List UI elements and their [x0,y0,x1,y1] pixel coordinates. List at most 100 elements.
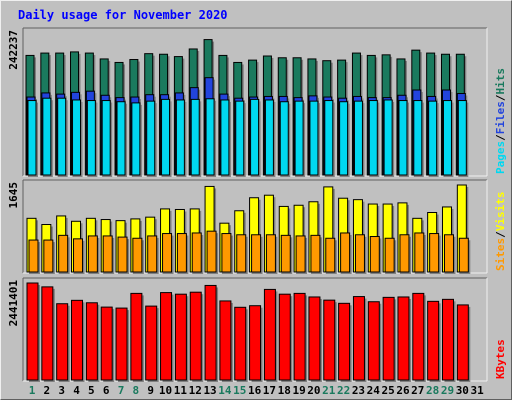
x-tick-label-27: 27 [411,384,424,397]
bar-sites-day-12 [191,232,204,274]
bar-sites-day-11-body [176,233,187,273]
bar-sites-day-16 [251,234,263,274]
bar-sites-day-4 [73,238,85,274]
x-tick-label-1: 1 [29,384,36,397]
bar-pages-day-7-body [116,101,126,176]
bar-sites-day-24-body [369,236,380,273]
bar-sites-day-27-body [414,232,425,273]
bar-sites-day-22-body [340,232,351,273]
bar-pages-day-30 [457,100,469,177]
bar-kbytes-day-24 [367,301,382,382]
bar-sites-day-14 [221,233,233,274]
bar-pages-day-12-body [190,98,200,176]
x-tick-label-15: 15 [233,384,246,397]
bar-pages-day-25 [383,99,395,177]
x-tick-label-14: 14 [218,384,232,397]
bar-sites-day-11 [176,233,189,274]
bar-sites-day-9-body [147,235,158,273]
bar-kbytes-day-16-body [249,305,262,381]
bar-sites-day-22 [340,232,352,274]
bar-pages-day-27-body [413,100,423,176]
bar-kbytes-day-23 [352,296,367,382]
bar-pages-day-2 [42,97,53,177]
bar-kbytes-day-13 [204,284,219,382]
bar-sites-day-26 [399,234,411,274]
bar-sites-day-14-body [221,233,232,273]
bar-kbytes-day-2 [41,286,55,382]
bar-pages-day-16-body [250,98,260,176]
x-tick-label-3: 3 [58,384,65,397]
bar-kbytes-day-7-body [115,307,128,381]
x-tick-label-29: 29 [441,384,454,397]
bar-kbytes-day-4-body [71,299,84,381]
bar-sites-day-8-body [132,237,143,273]
bar-kbytes-day-16 [249,305,263,382]
bar-sites-day-28-body [429,233,440,273]
bar-kbytes-day-7 [115,307,130,382]
bar-pages-day-21-body [324,100,334,176]
bar-kbytes-day-21-body [323,299,336,381]
bar-kbytes-day-17 [263,288,278,382]
bar-pages-day-6 [101,100,113,177]
bar-kbytes-day-2-body [41,286,54,381]
bar-kbytes-day-18-body [278,293,291,381]
bar-sites-day-7 [117,236,130,274]
bar-kbytes-day-9-body [145,305,158,381]
bar-pages-day-6-body [101,100,111,176]
bar-kbytes-day-28 [427,300,441,382]
bar-sites-day-7-body [117,236,128,273]
x-tick-label-21: 21 [322,384,336,397]
bar-kbytes-day-29-body [441,298,454,381]
bar-pages-day-25-body [383,99,393,176]
bar-sites-day-21 [325,237,337,274]
bar-pages-day-8 [131,102,142,177]
bar-sites-day-4-body [73,238,84,273]
bar-sites-day-15-body [236,234,247,273]
x-tick-label-6: 6 [103,384,110,397]
bar-kbytes-day-5-body [85,302,98,381]
bar-sites-day-1 [28,239,40,274]
x-tick-label-18: 18 [278,384,291,397]
legend-item-pages: Pages [494,141,507,174]
bar-sites-day-9 [147,235,159,274]
bar-kbytes-day-21 [323,299,337,382]
bar-pages-day-16 [250,98,261,177]
bar-kbytes-day-10-body [160,292,173,381]
max-label-visits_sites: 1645 [7,182,20,209]
x-tick-label-20: 20 [307,384,320,397]
bar-kbytes-day-20-body [308,296,321,381]
max-label-hits_files_pages: 242237 [7,30,20,70]
legend-item-visits: Visits [494,192,507,232]
bar-sites-day-28 [429,233,441,274]
bar-sites-day-15 [236,234,248,274]
bar-pages-day-17-body [264,99,274,176]
bar-kbytes-day-27 [412,292,426,382]
bar-kbytes-day-30 [456,304,471,382]
bar-sites-day-20 [310,234,322,274]
max-label-kbytes: 2441401 [7,280,20,327]
bar-pages-day-9 [146,100,157,177]
bar-pages-day-13 [205,98,217,177]
bar-sites-day-13 [206,230,219,274]
x-tick-label-8: 8 [133,384,140,397]
bar-sites-day-5-body [87,235,98,273]
bar-sites-day-8 [132,237,144,274]
legend-item-files: Files [494,101,507,134]
bar-pages-day-2-body [42,97,52,176]
bar-pages-day-27 [413,100,424,177]
bar-sites-day-18-body [280,234,291,273]
legend-item-hits: Hits [494,68,507,95]
bar-kbytes-day-6-body [100,306,113,381]
bar-pages-day-18 [279,101,291,177]
bar-pages-day-12 [190,98,202,177]
x-axis-labels: 1 2 3 4 5 6 7 8 9 10 11 12 13 14 15 16 17 18 19 20 21 22 23 24 2… [29,384,484,397]
bar-sites-day-27 [414,232,426,274]
bar-pages-day-29 [442,100,454,177]
x-tick-label-9: 9 [147,384,154,397]
bar-kbytes-day-13-body [204,284,217,381]
bar-kbytes-day-12-body [189,291,202,381]
bar-kbytes-day-8 [130,292,144,382]
legend-visits_sites: Sites/Visits [494,192,507,272]
bar-sites-day-1-body [28,239,39,273]
bar-pages-day-1 [27,100,38,177]
